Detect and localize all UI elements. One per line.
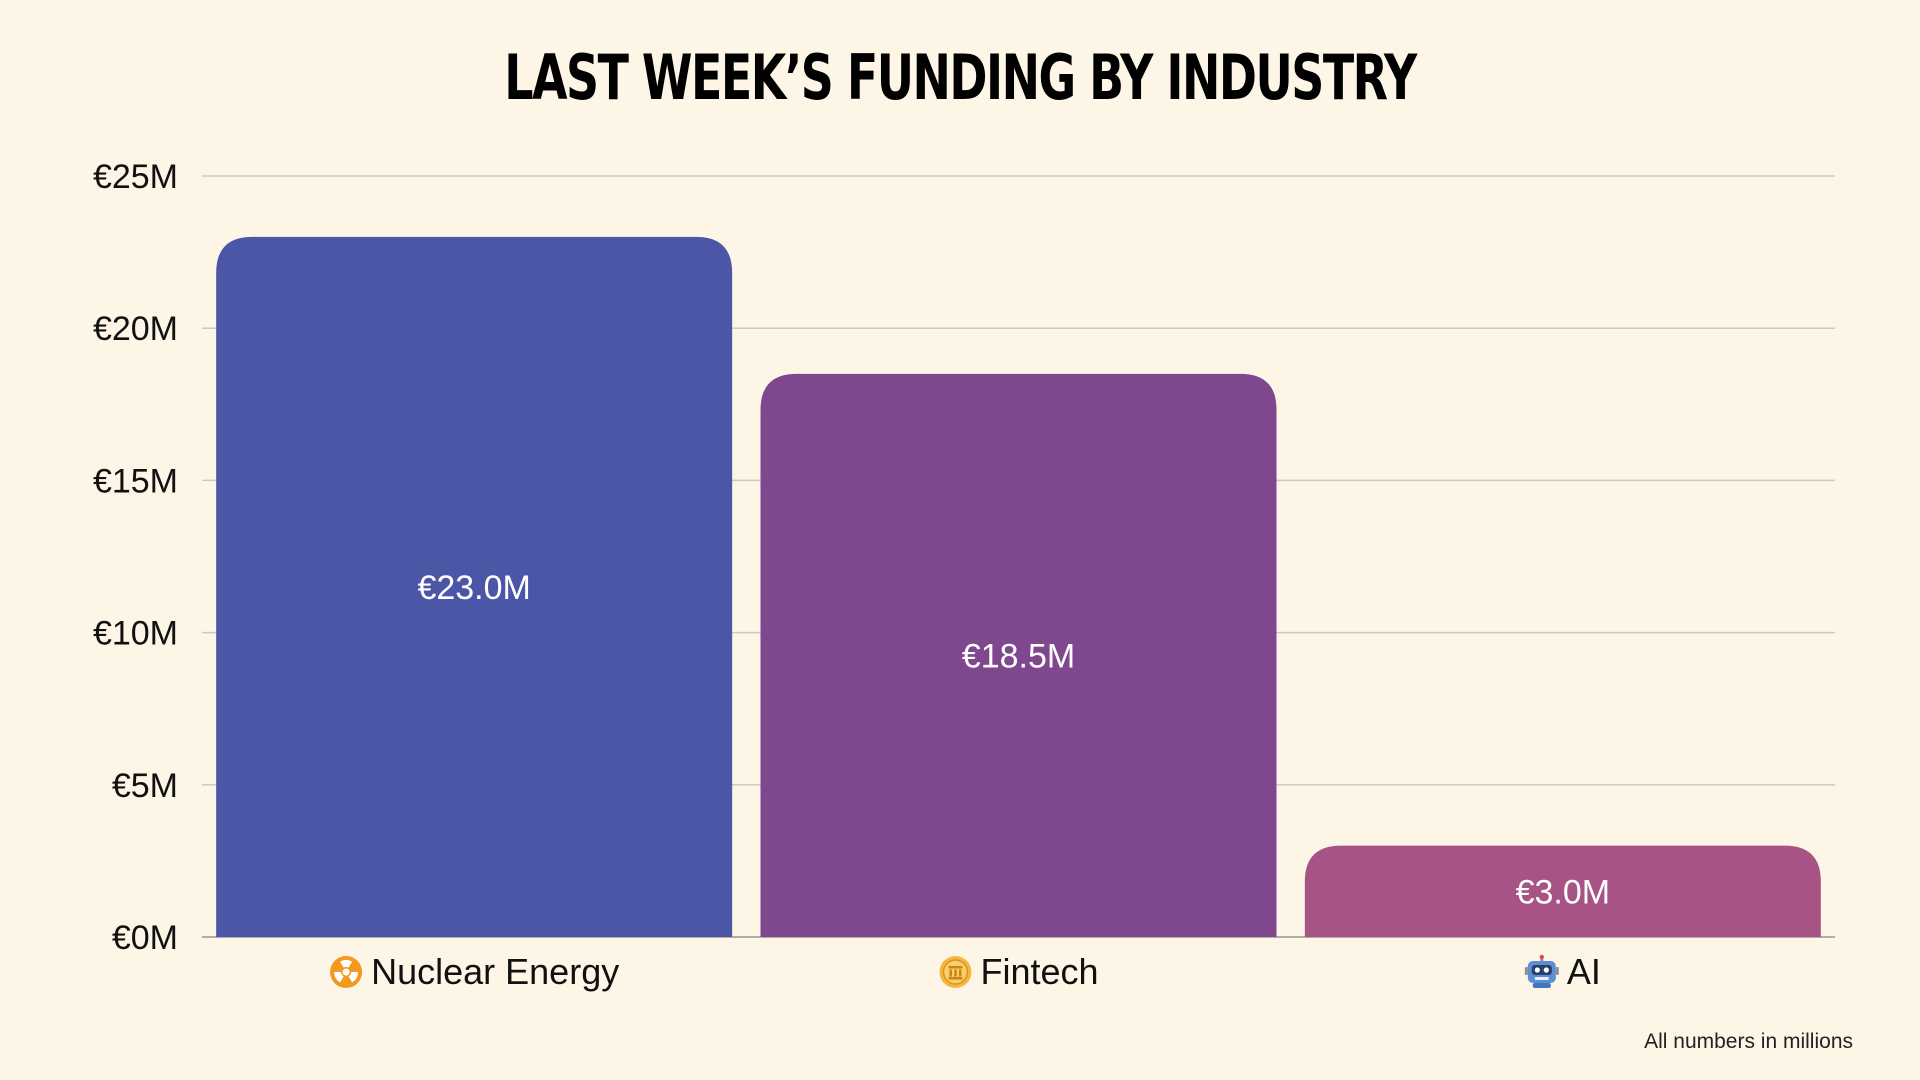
- x-axis-category-labels: Nuclear Energy Fintech AI: [330, 951, 1601, 992]
- bar-value-label: €23.0M: [417, 569, 530, 607]
- y-tick-label: €5M: [112, 767, 178, 805]
- bar-value-labels: €23.0M €18.5M €3.0M: [417, 569, 1610, 911]
- y-tick-label: €0M: [112, 919, 178, 957]
- y-axis-tick-labels: €0M €5M €10M €15M €20M €25M: [93, 158, 178, 957]
- bar-fintech: [760, 373, 1277, 937]
- y-tick-label: €15M: [93, 462, 178, 500]
- bar-ai: [1304, 845, 1821, 937]
- footnote: All numbers in millions: [1644, 1030, 1853, 1053]
- y-tick-label: €25M: [93, 158, 178, 196]
- x-tick-label: Fintech: [980, 951, 1098, 992]
- bar-nuclear-energy: [216, 236, 733, 937]
- x-category: AI: [1524, 951, 1601, 992]
- chart-title: Last Week’s Funding by Industry: [504, 41, 1417, 114]
- robot-icon: [1524, 954, 1559, 988]
- bar-value-label: €3.0M: [1516, 873, 1611, 911]
- x-tick-label: Nuclear Energy: [371, 951, 619, 992]
- y-tick-label: €20M: [93, 310, 178, 348]
- y-tick-label: €10M: [93, 615, 178, 653]
- x-tick-label: AI: [1567, 951, 1601, 992]
- coin-icon: [939, 956, 972, 988]
- bar-value-label: €18.5M: [962, 637, 1075, 675]
- bars: [216, 236, 1821, 937]
- x-category: Fintech: [939, 951, 1099, 992]
- radioactive-icon: [330, 956, 363, 988]
- x-category: Nuclear Energy: [330, 951, 619, 992]
